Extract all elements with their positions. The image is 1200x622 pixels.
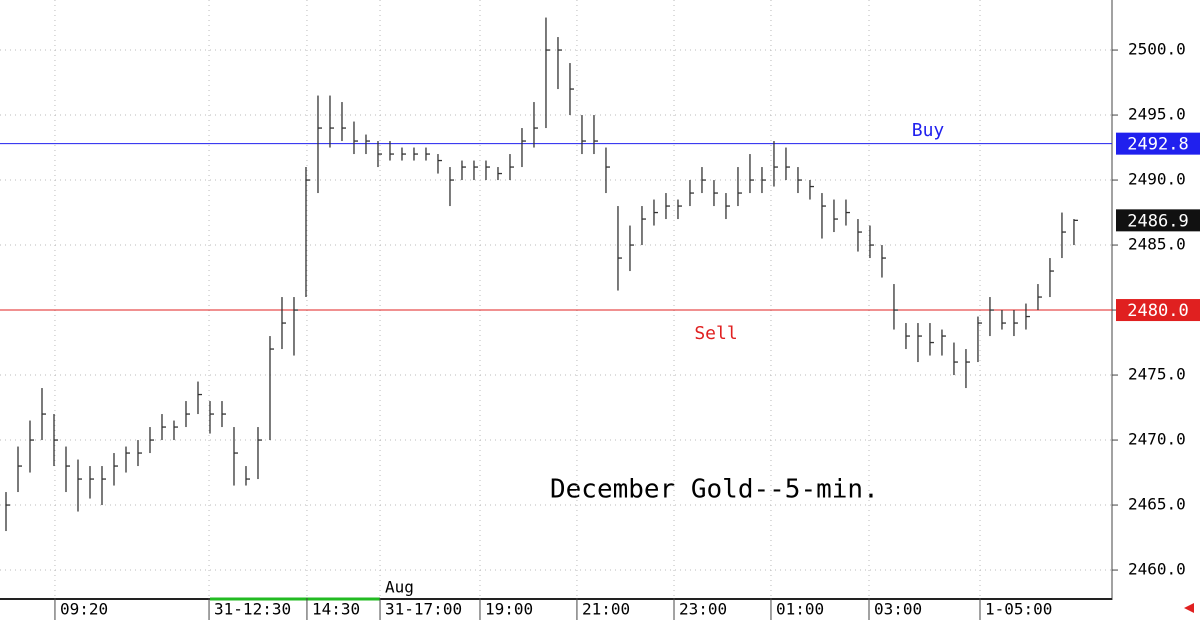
x-tick-label: 21:00 bbox=[582, 600, 630, 619]
x-tick-label: 23:00 bbox=[679, 600, 727, 619]
price-badge-label: 2480.0 bbox=[1127, 301, 1188, 321]
price-badge bbox=[1116, 299, 1200, 322]
x-tick-label: 03:00 bbox=[874, 600, 922, 619]
x-tick-label: 09:20 bbox=[60, 600, 108, 619]
y-tick-label: 2490.0 bbox=[1128, 170, 1186, 189]
y-tick-label: 2495.0 bbox=[1128, 105, 1186, 124]
y-tick-label: 2460.0 bbox=[1128, 560, 1186, 579]
level-name: Buy bbox=[912, 120, 945, 141]
x-tick-label: 14:30 bbox=[312, 600, 360, 619]
x-tick-label: 1-05:00 bbox=[985, 600, 1052, 619]
price-badge bbox=[1116, 209, 1200, 232]
price-badge bbox=[1116, 132, 1200, 155]
month-label: Aug bbox=[385, 578, 414, 597]
y-tick-label: 2470.0 bbox=[1128, 430, 1186, 449]
y-tick-label: 2485.0 bbox=[1128, 235, 1186, 254]
price-badge-label: 2486.9 bbox=[1127, 211, 1188, 231]
chart-annotation: December Gold--5-min. bbox=[550, 475, 879, 505]
level-name: Sell bbox=[694, 323, 737, 344]
scroll-arrow[interactable] bbox=[1184, 603, 1194, 613]
x-tick-label: 31-12:30 bbox=[214, 600, 291, 619]
x-tick-label: 01:00 bbox=[776, 600, 824, 619]
x-tick-label: 19:00 bbox=[485, 600, 533, 619]
y-tick-label: 2475.0 bbox=[1128, 365, 1186, 384]
price-badge-label: 2492.8 bbox=[1127, 135, 1188, 155]
y-tick-label: 2500.0 bbox=[1128, 40, 1186, 59]
y-tick-label: 2465.0 bbox=[1128, 495, 1186, 514]
x-tick-label: 31-17:00 bbox=[385, 600, 462, 619]
